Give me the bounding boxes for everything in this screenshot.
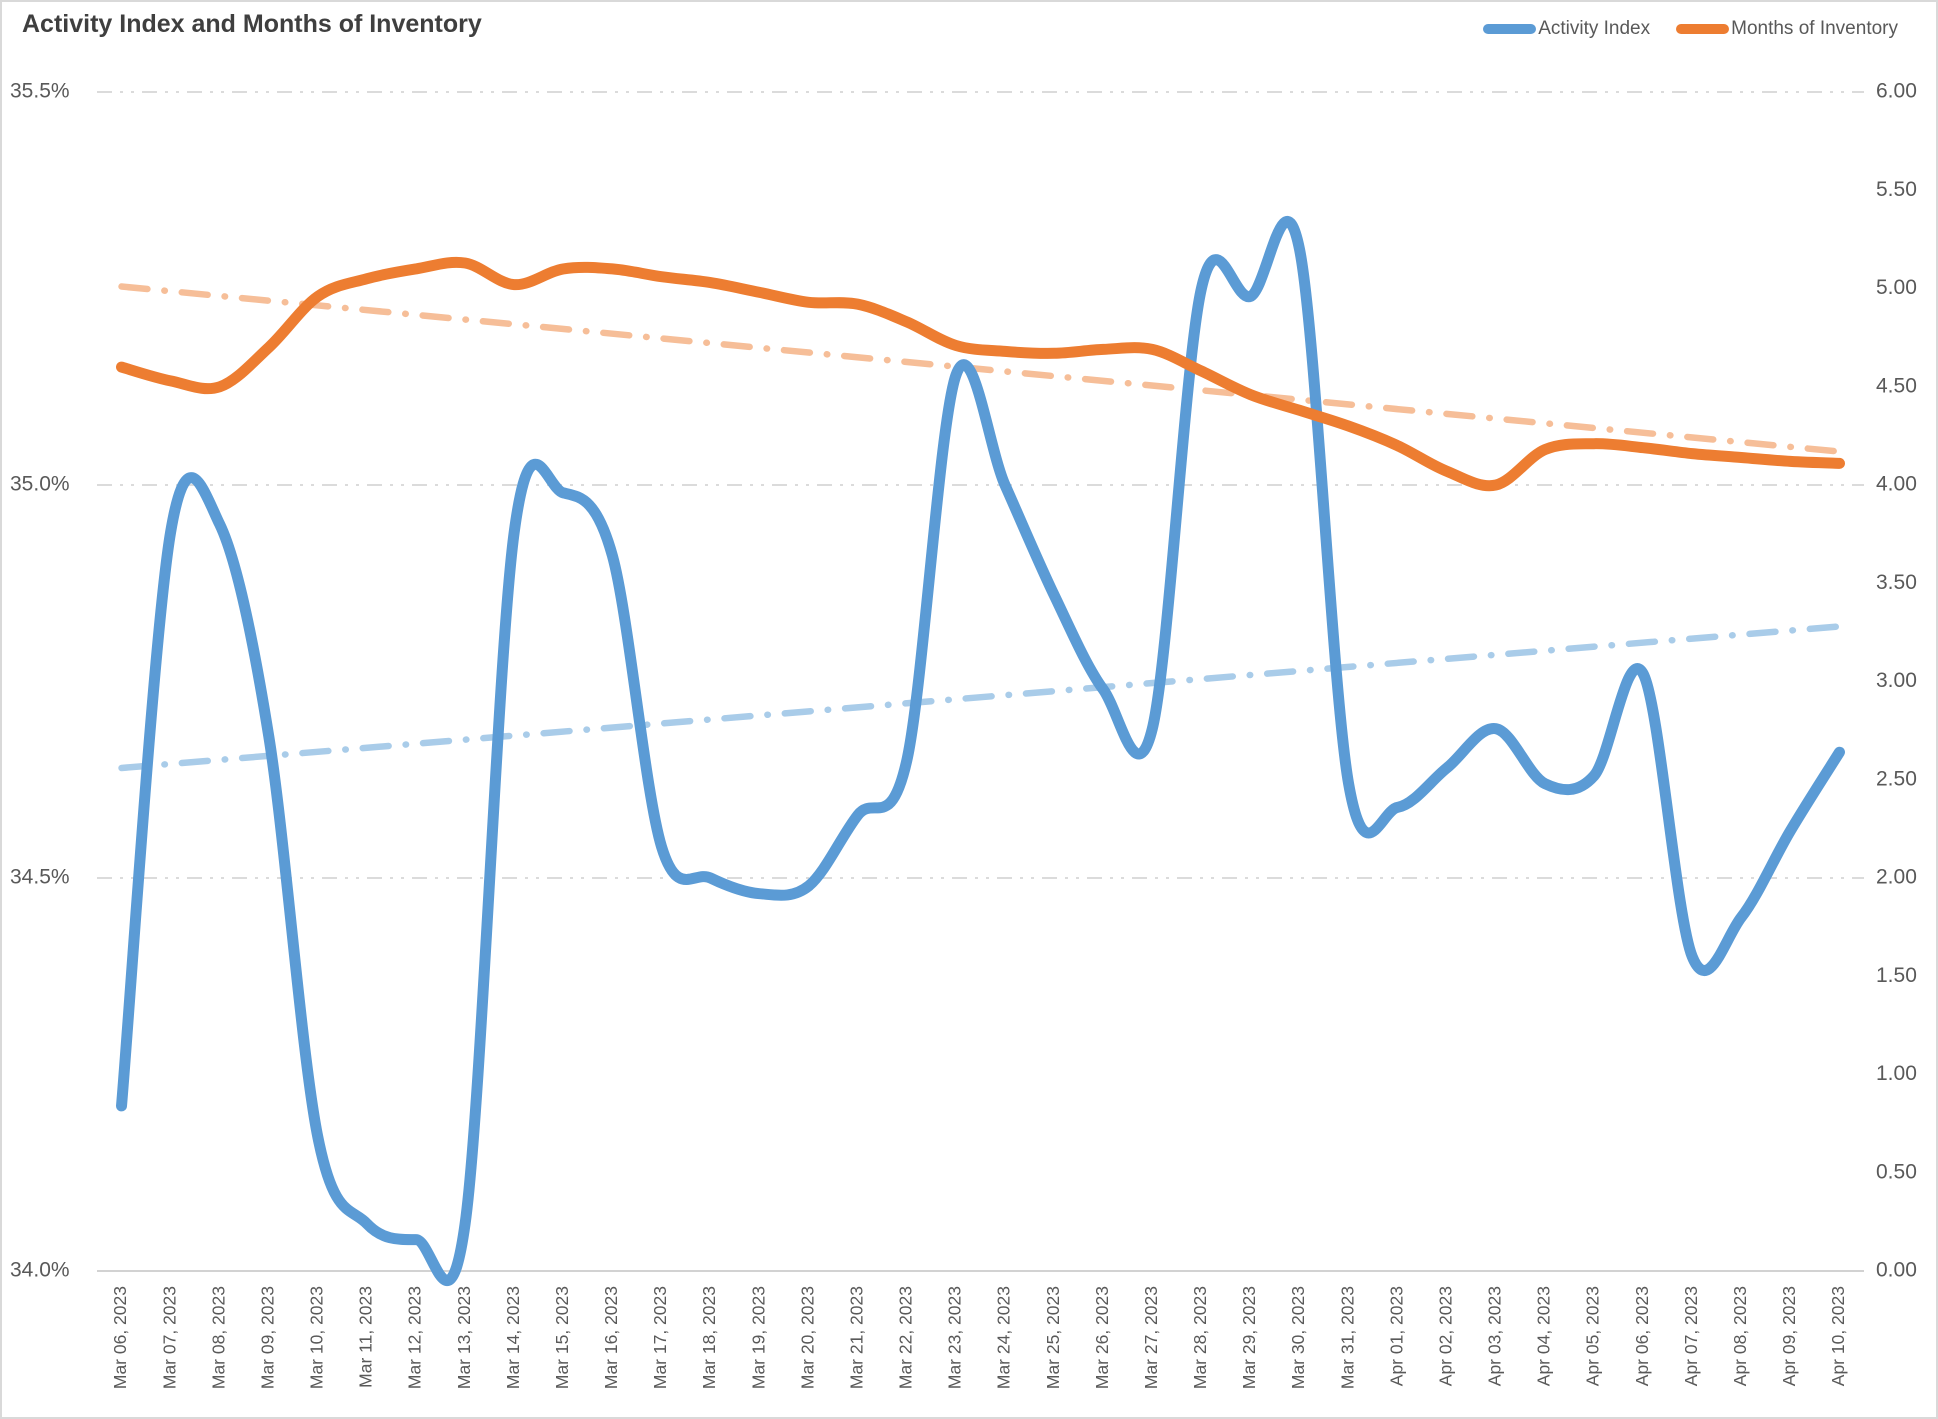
x-axis-tick-label: Mar 30, 2023 [1288, 1286, 1308, 1389]
x-axis-tick-label: Apr 02, 2023 [1435, 1286, 1455, 1386]
activity-index-line [116, 216, 1845, 1287]
months-of-inventory-line [116, 256, 1845, 492]
legend-item-activity-index: Activity Index [1483, 18, 1650, 40]
x-axis-tick-label: Mar 19, 2023 [748, 1286, 768, 1389]
right-axis-tick-label: 1.50 [1876, 964, 1917, 987]
x-axis-tick-label: Mar 16, 2023 [601, 1286, 621, 1389]
x-axis-tick-label: Mar 24, 2023 [994, 1286, 1014, 1389]
x-axis-tick-label: Apr 05, 2023 [1583, 1286, 1603, 1386]
right-axis-tick-label: 4.00 [1876, 473, 1917, 496]
series-group [116, 216, 1845, 1287]
chart-title: Activity Index and Months of Inventory [22, 10, 482, 38]
x-axis-tick-label: Mar 20, 2023 [797, 1286, 817, 1389]
x-axis-tick-label: Mar 31, 2023 [1337, 1286, 1357, 1389]
x-axis-tick-label: Mar 09, 2023 [257, 1286, 277, 1389]
x-axis-tick-label: Mar 18, 2023 [699, 1286, 719, 1389]
right-axis-tick-label: 3.50 [1876, 571, 1917, 594]
right-axis-tick-label: 0.00 [1876, 1259, 1917, 1282]
legend: Activity Index Months of Inventory [1483, 18, 1898, 40]
x-axis-tick-label: Apr 04, 2023 [1534, 1286, 1554, 1386]
x-axis-tick-label: Mar 06, 2023 [110, 1286, 130, 1389]
right-axis-tick-label: 2.00 [1876, 866, 1917, 889]
right-axis-tick-label: 5.50 [1876, 178, 1917, 201]
left-axis-tick-label: 34.0% [10, 1259, 70, 1282]
activity-index-swatch-icon [1483, 24, 1537, 34]
right-axis-tick-label: 2.50 [1876, 767, 1917, 790]
months-of-inventory-swatch-icon [1676, 24, 1730, 34]
left-axis-tick-label: 34.5% [10, 866, 70, 889]
x-axis-tick-label: Mar 25, 2023 [1043, 1286, 1063, 1389]
x-axis-tick-label: Mar 23, 2023 [945, 1286, 965, 1389]
x-axis-tick-label: Apr 06, 2023 [1632, 1286, 1652, 1386]
right-axis-tick-label: 3.00 [1876, 669, 1917, 692]
x-axis-tick-label: Mar 28, 2023 [1190, 1286, 1210, 1389]
x-axis-tick-label: Mar 26, 2023 [1092, 1286, 1112, 1389]
legend-label-months-of-inventory: Months of Inventory [1731, 18, 1898, 39]
right-axis-tick-label: 1.00 [1876, 1062, 1917, 1085]
x-axis-tick-label: Mar 11, 2023 [356, 1286, 376, 1388]
legend-item-months-of-inventory: Months of Inventory [1676, 18, 1898, 40]
x-axis-tick-label: Mar 27, 2023 [1141, 1286, 1161, 1389]
gridlines-group [97, 91, 1864, 1272]
x-axis-tick-label: Mar 22, 2023 [896, 1286, 916, 1389]
x-axis-tick-label: Mar 14, 2023 [503, 1286, 523, 1389]
x-axis-tick-label: Mar 08, 2023 [208, 1286, 228, 1389]
x-axis-tick-label: Mar 17, 2023 [650, 1286, 670, 1389]
x-axis-tick-label: Apr 03, 2023 [1485, 1286, 1505, 1386]
months-of-inventory-trendline [118, 283, 1843, 455]
legend-label-activity-index: Activity Index [1538, 18, 1651, 39]
x-axis-tick-label: Apr 08, 2023 [1730, 1286, 1750, 1386]
x-axis-tick-label: Apr 01, 2023 [1386, 1286, 1406, 1386]
x-axis-tick-label: Apr 10, 2023 [1828, 1286, 1848, 1386]
x-axis-tick-label: Mar 12, 2023 [405, 1286, 425, 1389]
x-axis-tick-label: Mar 10, 2023 [307, 1286, 327, 1389]
x-axis-labels-group: Mar 06, 2023 Mar 07, 2023 Mar 08, 2023 Mar … [110, 1286, 1848, 1389]
x-axis-tick-label: Mar 13, 2023 [454, 1286, 474, 1389]
right-axis-labels-group: 6.00 5.50 5.00 4.50 4.00 3.50 3.00 2.50 2.00 1.50… [1876, 80, 1917, 1282]
x-axis-tick-label: Apr 07, 2023 [1681, 1286, 1701, 1386]
x-axis-tick-label: Mar 29, 2023 [1239, 1286, 1259, 1389]
x-axis-tick-label: Mar 21, 2023 [846, 1286, 866, 1389]
x-axis-tick-label: Apr 09, 2023 [1779, 1286, 1799, 1386]
left-axis-labels-group: 35.5% 35.0% 34.5% 34.0% [10, 80, 70, 1282]
activity-index-trendline [118, 623, 1843, 772]
x-axis-tick-label: Mar 07, 2023 [159, 1286, 179, 1389]
trendlines-group [118, 283, 1843, 772]
right-axis-tick-label: 0.50 [1876, 1160, 1917, 1183]
right-axis-tick-label: 4.50 [1876, 374, 1917, 397]
right-axis-tick-label: 5.00 [1876, 276, 1917, 299]
left-axis-tick-label: 35.5% [10, 80, 70, 103]
left-axis-tick-label: 35.0% [10, 473, 70, 496]
right-axis-tick-label: 6.00 [1876, 80, 1917, 103]
x-axis-tick-label: Mar 15, 2023 [552, 1286, 572, 1389]
